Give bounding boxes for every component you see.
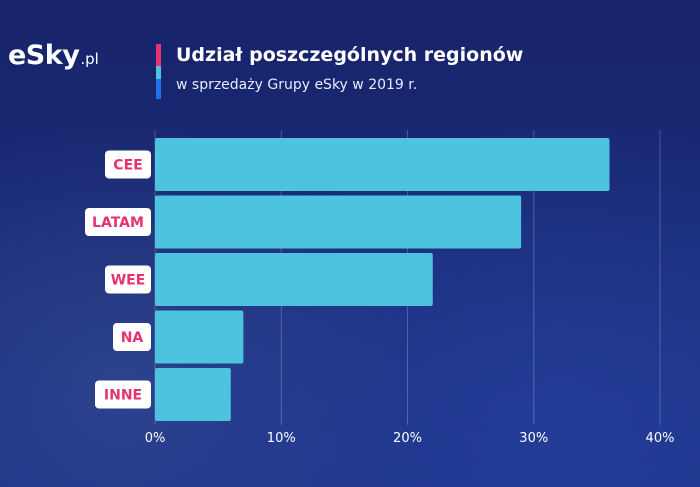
category-label-text: LATAM [92, 215, 144, 231]
category-label-latam: LATAM [85, 208, 151, 236]
chart-title: Udział poszczególnych regionów [176, 44, 524, 66]
category-label-text: WEE [111, 273, 146, 289]
accent-bar-blue [156, 79, 161, 99]
category-label-inne: INNE [95, 380, 151, 409]
category-labels: CEE LATAM WEE NA INNE [85, 150, 151, 409]
category-label-text: INNE [104, 388, 142, 404]
accent-bar-cyan [156, 66, 161, 79]
category-label-cee: CEE [105, 150, 151, 179]
logo-text: eSky [8, 40, 80, 71]
bar-cee [155, 138, 610, 191]
bars [155, 138, 610, 421]
accent-bar-pink [156, 44, 161, 66]
category-label-background [105, 265, 151, 294]
bar-na [155, 310, 244, 364]
category-label-na: NA [113, 323, 151, 351]
x-tick-label: 0% [145, 431, 166, 446]
logo-domain: .pl [80, 50, 99, 68]
x-tick-label: 30% [519, 431, 548, 446]
category-label-background [105, 150, 151, 179]
bar-latam [155, 195, 522, 249]
x-tick-labels: 0% 10% 20% 30% 40% [145, 431, 675, 446]
x-tick-label: 20% [393, 431, 422, 446]
category-label-wee: WEE [105, 265, 151, 294]
category-label-text: NA [121, 330, 144, 346]
category-label-background [95, 380, 151, 409]
chart-subtitle: w sprzedaży Grupy eSky w 2019 r. [176, 77, 418, 93]
category-label-background [85, 208, 151, 236]
bar-inne [155, 368, 231, 421]
x-tick-label: 40% [646, 431, 675, 446]
esky-logo: eSky .pl [8, 40, 99, 80]
category-label-text: CEE [113, 158, 142, 174]
category-label-background [113, 323, 151, 351]
x-tick-label: 10% [267, 431, 296, 446]
bar-wee [155, 253, 433, 306]
